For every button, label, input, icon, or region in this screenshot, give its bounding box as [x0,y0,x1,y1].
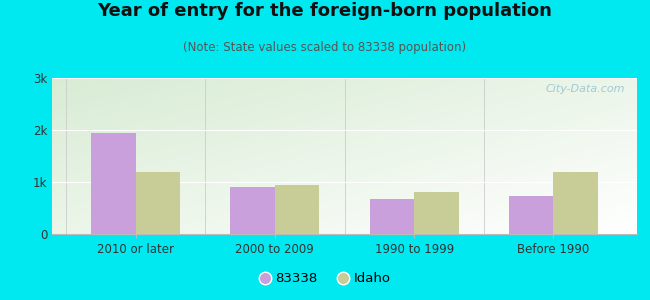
Bar [230,187,275,234]
Text: Year of entry for the foreign-born population: Year of entry for the foreign-born popul… [98,2,552,20]
Text: City-Data.com: City-Data.com [546,84,625,94]
Bar [509,196,553,234]
Text: (Note: State values scaled to 83338 population): (Note: State values scaled to 83338 popu… [183,40,467,53]
Bar [414,192,459,234]
Bar [553,172,598,234]
Bar [136,172,180,234]
Bar [91,133,136,234]
Legend: 83338, Idaho: 83338, Idaho [254,267,396,290]
Bar [370,199,414,234]
Bar [275,185,319,234]
